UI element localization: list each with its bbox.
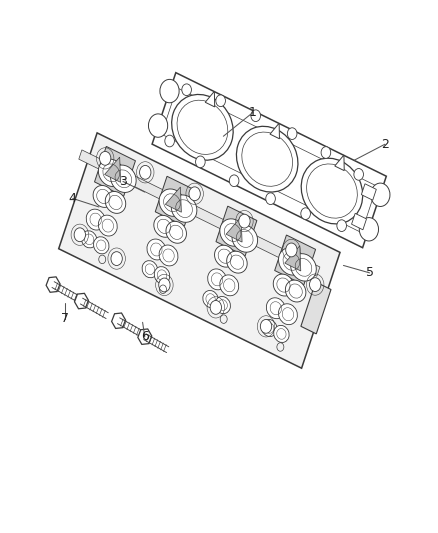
Circle shape (148, 114, 168, 138)
Polygon shape (165, 187, 181, 212)
Polygon shape (152, 72, 386, 248)
Ellipse shape (266, 298, 285, 319)
Circle shape (74, 228, 85, 241)
Circle shape (140, 165, 151, 179)
Ellipse shape (279, 304, 297, 325)
Circle shape (266, 193, 276, 205)
Circle shape (189, 187, 200, 201)
Circle shape (337, 220, 346, 231)
Circle shape (251, 110, 261, 122)
Circle shape (210, 301, 222, 314)
Text: 4: 4 (69, 192, 77, 205)
Circle shape (165, 135, 174, 147)
Polygon shape (361, 184, 376, 200)
Text: 2: 2 (381, 138, 389, 151)
Polygon shape (335, 155, 344, 171)
Polygon shape (112, 313, 126, 328)
Circle shape (287, 128, 297, 140)
Ellipse shape (159, 245, 178, 266)
Circle shape (260, 319, 272, 333)
Text: 1: 1 (249, 106, 257, 119)
Polygon shape (138, 329, 152, 344)
Ellipse shape (220, 219, 245, 246)
Ellipse shape (203, 290, 218, 308)
Circle shape (371, 183, 390, 206)
Polygon shape (95, 147, 135, 196)
Ellipse shape (274, 325, 289, 343)
Circle shape (359, 217, 378, 241)
Circle shape (111, 252, 122, 265)
Circle shape (196, 156, 205, 168)
Ellipse shape (286, 280, 306, 302)
Ellipse shape (261, 319, 277, 336)
Text: 6: 6 (141, 330, 149, 343)
Text: 3: 3 (119, 175, 127, 188)
Ellipse shape (279, 248, 304, 275)
Ellipse shape (273, 274, 294, 296)
Ellipse shape (93, 185, 113, 207)
Ellipse shape (86, 209, 105, 230)
Ellipse shape (232, 225, 258, 252)
Ellipse shape (99, 215, 117, 236)
Polygon shape (301, 282, 331, 334)
Ellipse shape (110, 165, 136, 192)
Ellipse shape (301, 158, 363, 224)
Polygon shape (46, 277, 60, 292)
Polygon shape (105, 157, 120, 182)
Ellipse shape (142, 261, 158, 278)
Circle shape (159, 278, 170, 292)
Ellipse shape (154, 266, 170, 284)
Ellipse shape (166, 221, 187, 243)
Circle shape (182, 84, 191, 95)
Ellipse shape (215, 245, 235, 267)
Circle shape (310, 278, 321, 292)
Polygon shape (352, 213, 367, 230)
Polygon shape (79, 150, 320, 276)
Ellipse shape (172, 94, 233, 160)
Ellipse shape (154, 215, 174, 237)
Ellipse shape (99, 159, 124, 187)
Circle shape (301, 208, 311, 220)
Ellipse shape (220, 275, 239, 296)
Text: 5: 5 (366, 266, 374, 279)
Polygon shape (226, 217, 242, 242)
Ellipse shape (208, 269, 226, 290)
Polygon shape (59, 133, 340, 368)
Ellipse shape (94, 237, 109, 254)
Circle shape (354, 168, 364, 180)
Polygon shape (270, 123, 279, 139)
Ellipse shape (215, 296, 230, 313)
Polygon shape (74, 293, 88, 309)
Circle shape (160, 79, 179, 103)
Ellipse shape (159, 189, 185, 216)
Circle shape (239, 214, 250, 228)
Polygon shape (285, 246, 301, 271)
Text: 7: 7 (61, 312, 69, 325)
Circle shape (216, 95, 226, 107)
Polygon shape (275, 235, 316, 285)
Ellipse shape (291, 254, 316, 281)
Ellipse shape (237, 126, 298, 192)
Polygon shape (205, 91, 215, 107)
Polygon shape (216, 206, 257, 256)
Polygon shape (155, 176, 196, 226)
Ellipse shape (147, 239, 166, 260)
Ellipse shape (105, 191, 126, 213)
Circle shape (99, 151, 111, 165)
Circle shape (321, 147, 331, 158)
Ellipse shape (81, 231, 97, 248)
Circle shape (230, 175, 239, 187)
Ellipse shape (227, 251, 247, 273)
Circle shape (286, 243, 297, 257)
Ellipse shape (171, 195, 197, 222)
